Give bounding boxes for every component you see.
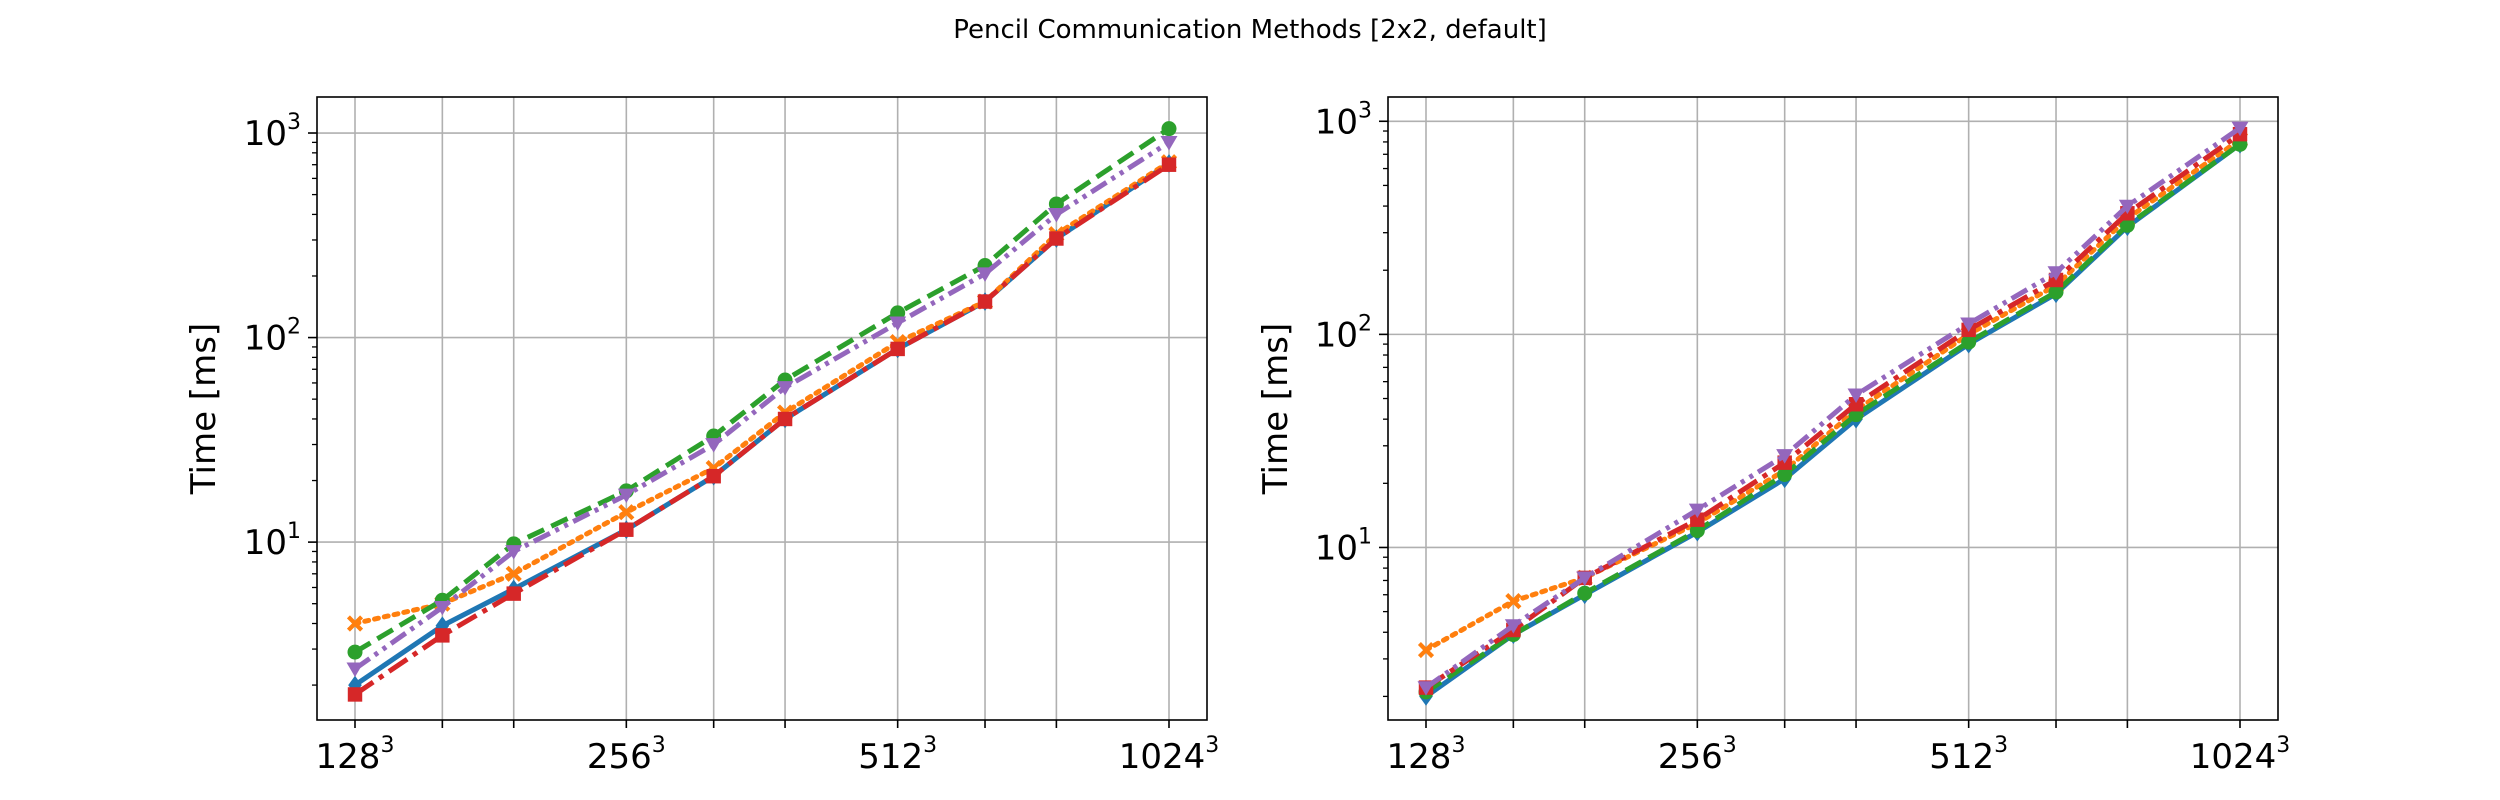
- data-point: [1049, 231, 1064, 246]
- x-tick-label: 5123: [858, 733, 937, 777]
- data-point: [2231, 121, 2249, 137]
- data-point: [618, 504, 635, 521]
- data-point: [777, 411, 793, 427]
- right-plot: 101 102 103 1283 2563 5123 10243 Time [ms]: [1256, 96, 2291, 777]
- data-point: [1688, 503, 1706, 519]
- data-point: [1047, 208, 1065, 223]
- series-line: [1424, 125, 2242, 690]
- data-point: [346, 615, 364, 632]
- data-point: [1576, 571, 1594, 586]
- data-point: [433, 600, 451, 616]
- y-tick-label: 103: [1315, 98, 1372, 142]
- series-line: [1423, 137, 2243, 653]
- data-point: [435, 628, 450, 643]
- y-tick-label: 102: [1315, 311, 1372, 355]
- y-axis-label: Time [ms]: [184, 323, 224, 495]
- x-tick-label: 1283: [1387, 733, 1466, 777]
- data-point: [890, 341, 905, 357]
- data-point: [776, 381, 794, 396]
- x-tick-label: 10243: [1119, 733, 1220, 777]
- series-line: [353, 140, 1171, 671]
- data-point: [347, 644, 363, 660]
- data-point: [1961, 334, 1977, 350]
- y-tick-label: 101: [1315, 524, 1372, 568]
- data-point: [1504, 619, 1522, 634]
- data-point: [976, 267, 994, 282]
- data-point: [2048, 284, 2064, 300]
- y-tick-label: 101: [244, 519, 301, 563]
- data-point: [505, 565, 522, 582]
- y-axis-label: Time [ms]: [1256, 323, 1296, 495]
- data-point: [506, 586, 521, 601]
- data-point: [1417, 641, 1435, 659]
- data-point: [1777, 467, 1793, 482]
- data-point: [1848, 397, 1864, 412]
- data-point: [889, 316, 907, 331]
- data-point: [1417, 681, 1435, 696]
- data-point: [2119, 217, 2135, 233]
- data-point: [1161, 121, 1177, 137]
- data-point: [1690, 512, 1705, 527]
- data-point: [347, 687, 363, 702]
- data-point: [1776, 449, 1794, 464]
- data-point: [2047, 266, 2065, 281]
- x-tick-label: 2563: [1658, 733, 1737, 777]
- data-point: [1505, 593, 1522, 610]
- series-line: [353, 126, 1171, 655]
- data-point: [617, 488, 635, 504]
- series-line: [1424, 142, 2242, 694]
- series-3: [347, 157, 1177, 702]
- x-tick-label: 5123: [1929, 733, 2008, 777]
- x-tick-label: 1283: [316, 733, 395, 777]
- x-tick-label: 10243: [2190, 733, 2291, 777]
- series-4: [1417, 121, 2249, 696]
- data-point: [1577, 585, 1593, 601]
- data-point: [346, 662, 364, 677]
- plot-frame: [1387, 96, 2279, 721]
- plot-frame: [316, 96, 1208, 721]
- data-point: [705, 438, 723, 453]
- data-point: [619, 522, 634, 537]
- x-tick-label: 2563: [587, 733, 666, 777]
- data-point: [1847, 388, 1865, 403]
- data-point: [1048, 196, 1064, 212]
- data-point: [2118, 199, 2136, 215]
- data-point: [505, 545, 523, 560]
- data-point: [1161, 157, 1177, 172]
- data-point: [1160, 136, 1178, 151]
- series-4: [346, 136, 1178, 677]
- series-line: [353, 162, 1171, 697]
- figure-title: Pencil Communication Methods [2x2, defau…: [953, 15, 1547, 45]
- series-line: [1424, 132, 2242, 690]
- data-point: [977, 294, 993, 309]
- left-plot: 101 102 103 1283 2563 5123 10243 Time [ms]: [184, 96, 1220, 777]
- data-point: [706, 468, 721, 484]
- data-point: [1960, 317, 1978, 332]
- y-tick-label: 103: [244, 110, 301, 154]
- y-tick-label: 102: [244, 315, 301, 359]
